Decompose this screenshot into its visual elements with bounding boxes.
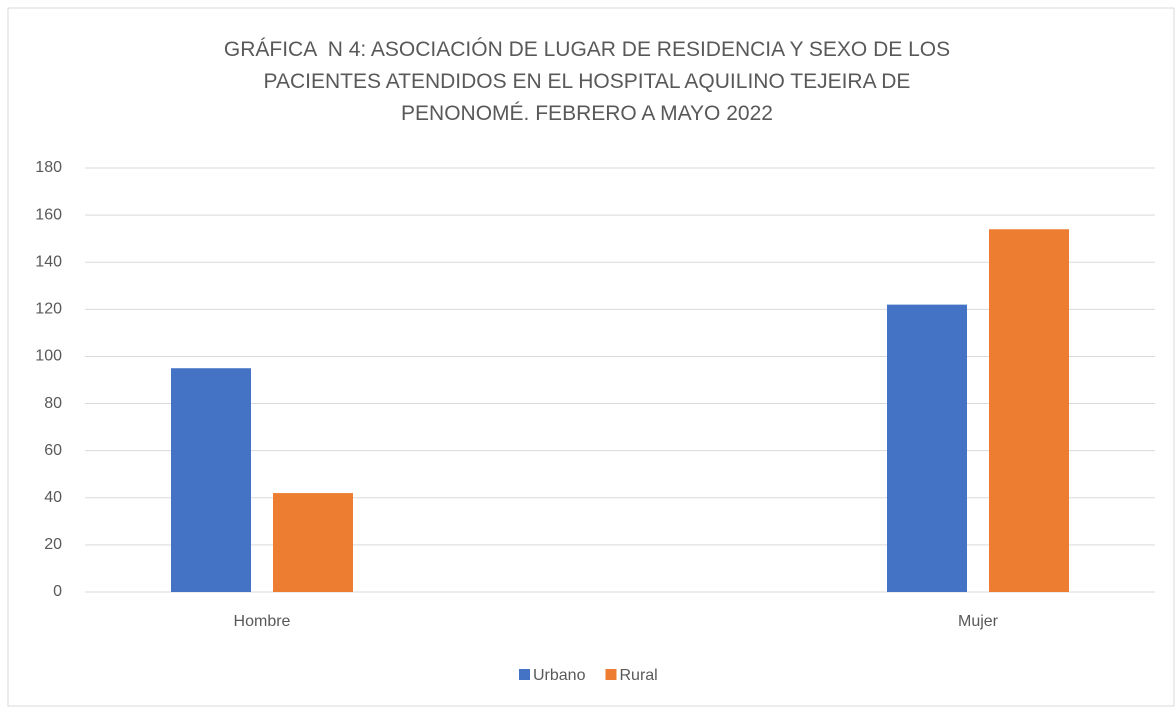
chart-border <box>7 7 1175 707</box>
y-tick-label: 80 <box>44 395 62 412</box>
y-tick-label: 140 <box>35 253 62 270</box>
chart-title: GRÁFICA N 4: ASOCIACIÓN DE LUGAR DE RESI… <box>223 38 956 125</box>
bar <box>273 493 353 592</box>
y-tick-label: 40 <box>44 489 62 506</box>
x-tick-label: Mujer <box>958 613 999 630</box>
y-tick-label: 120 <box>35 301 62 318</box>
y-tick-label: 20 <box>44 536 62 553</box>
x-tick-label: Hombre <box>234 613 291 630</box>
legend-label: Urbano <box>533 667 586 684</box>
bar <box>989 229 1069 592</box>
y-tick-label: 60 <box>44 442 62 459</box>
legend-swatch <box>605 669 617 680</box>
legend-swatch <box>519 669 530 680</box>
y-tick-label: 100 <box>35 348 62 365</box>
legend-label: Rural <box>619 667 657 684</box>
bar <box>887 304 967 592</box>
y-tick-label: 180 <box>35 159 62 176</box>
y-tick-label: 160 <box>35 206 62 223</box>
y-tick-label: 0 <box>53 583 62 600</box>
bar <box>171 368 251 592</box>
